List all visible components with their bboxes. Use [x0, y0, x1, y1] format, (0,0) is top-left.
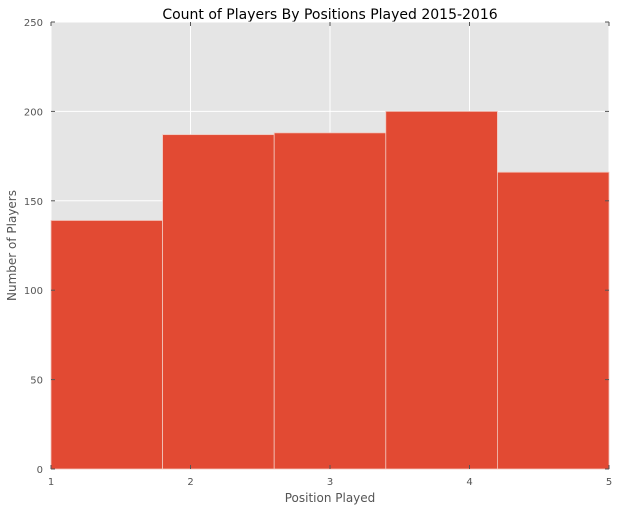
x-tick-label: 5: [606, 477, 612, 488]
x-axis-label: Position Played: [285, 491, 376, 505]
y-tick-label: 250: [24, 18, 43, 29]
y-tick-label: 100: [24, 286, 43, 297]
y-tick-label: 200: [24, 107, 43, 118]
x-tick-label: 3: [327, 477, 333, 488]
y-axis-ticks: 0 50 100 150 200 250: [24, 18, 609, 476]
bar-1: [50, 220, 163, 470]
bars: [50, 111, 610, 470]
y-tick-label: 150: [24, 197, 43, 208]
x-axis-ticks: 1 2 3 4 5: [48, 22, 612, 488]
y-tick-label: 0: [37, 465, 43, 476]
bar-3: [273, 132, 387, 470]
x-tick-label: 4: [466, 477, 472, 488]
y-tick-label: 50: [30, 376, 43, 387]
x-tick-label: 1: [48, 477, 54, 488]
chart-title: Count of Players By Positions Played 201…: [162, 7, 497, 23]
bar-4: [385, 111, 498, 470]
bar-5: [496, 171, 610, 470]
y-axis-label: Number of Players: [5, 190, 19, 301]
bar-2: [162, 134, 275, 470]
x-tick-label: 2: [187, 477, 193, 488]
